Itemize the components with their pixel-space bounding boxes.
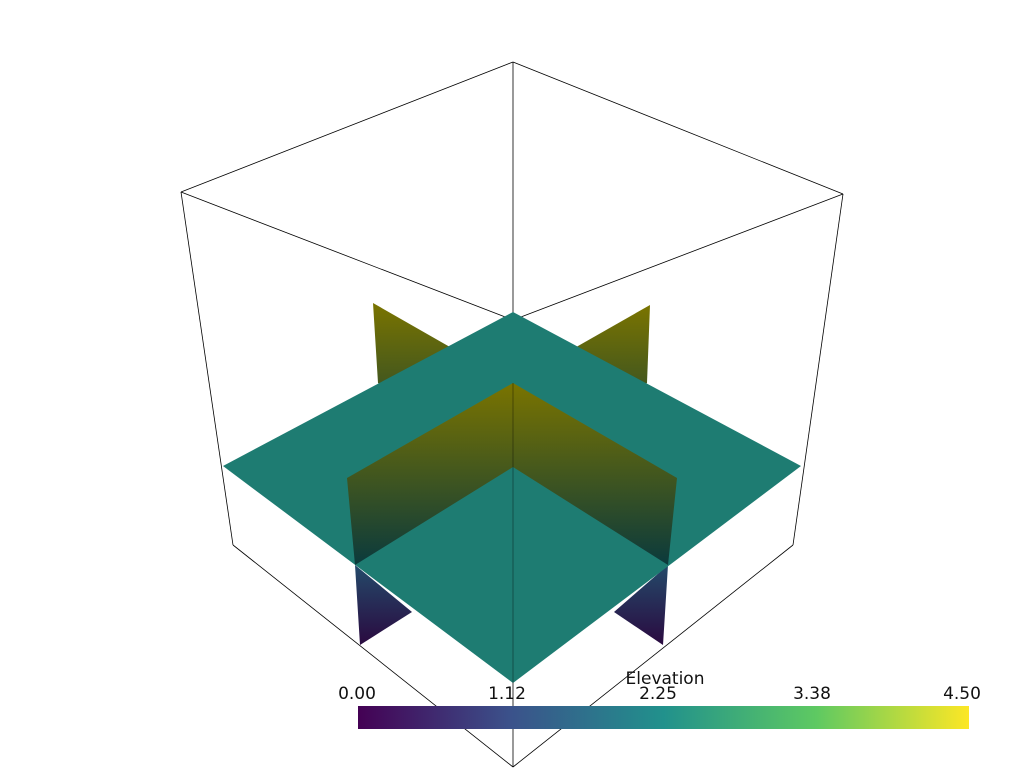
horizontal-slice-plane: [223, 312, 801, 683]
scalar-bar-tick: 0.00: [338, 684, 376, 704]
scalar-bar-tick: 2.25: [639, 684, 677, 704]
scalar-bar-tick: 3.38: [793, 684, 831, 704]
scalar-bar-colorbar: [358, 706, 969, 729]
lower-slice-left: [355, 565, 412, 645]
slice-front-left: [347, 383, 513, 565]
scalar-bar-tick: 4.50: [943, 684, 981, 704]
slice-front-right: [513, 383, 677, 565]
scalar-bar-title: Elevation: [625, 669, 705, 689]
scalar-bar-tick: 1.12: [488, 684, 526, 704]
lower-slice-right: [614, 565, 668, 645]
